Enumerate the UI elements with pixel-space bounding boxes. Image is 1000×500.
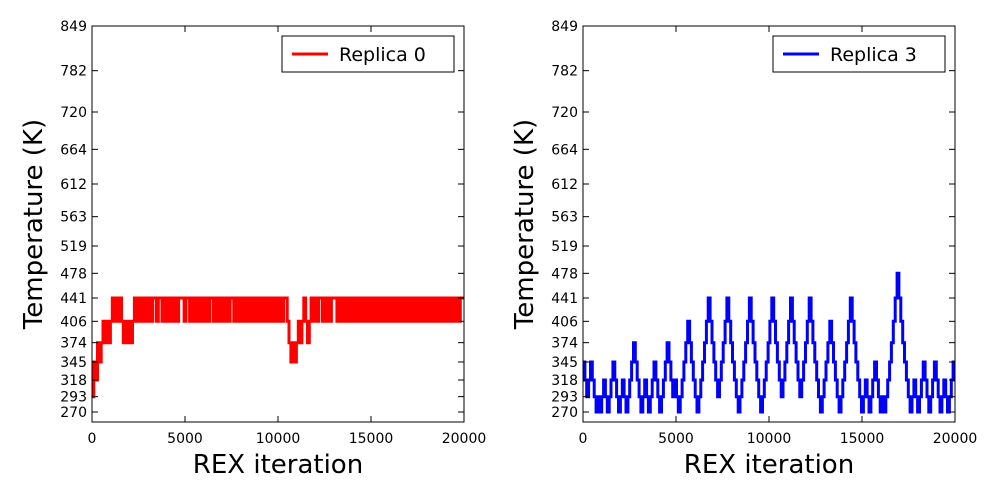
y-tick-label: 782: [60, 64, 87, 80]
legend-label: Replica 3: [830, 44, 917, 66]
y-tick-label: 374: [60, 336, 87, 352]
y-tick-label: 406: [60, 314, 87, 330]
x-tick-label: 0: [88, 431, 97, 447]
x-tick-label: 10000: [747, 431, 792, 447]
y-tick-label: 519: [60, 239, 87, 255]
y-axis-title: Temperature (K): [19, 119, 49, 330]
y-tick-label: 270: [60, 405, 87, 421]
y-tick-label: 293: [60, 390, 87, 406]
y-tick-label: 664: [60, 142, 87, 158]
series-line-0: [92, 296, 464, 399]
y-tick-label: 441: [60, 291, 87, 307]
y-tick-label: 782: [551, 64, 578, 80]
y-tick-label: 720: [551, 105, 578, 121]
y-tick-label: 441: [551, 291, 578, 307]
x-tick-label: 15000: [349, 431, 394, 447]
y-tick-label: 849: [551, 19, 578, 35]
x-tick-label: 20000: [442, 431, 487, 447]
legend-label: Replica 0: [339, 44, 426, 66]
y-tick-label: 478: [551, 266, 578, 282]
y-tick-label: 293: [551, 390, 578, 406]
y-tick-label: 318: [60, 373, 87, 389]
x-axis-title: REX iteration: [684, 450, 854, 480]
y-tick-label: 612: [60, 177, 87, 193]
x-tick-label: 20000: [933, 431, 978, 447]
x-tick-label: 5000: [167, 431, 203, 447]
plot-frame: [91, 25, 465, 423]
y-tick-label: 270: [551, 405, 578, 421]
y-tick-label: 664: [551, 142, 578, 158]
y-tick-label: 720: [60, 105, 87, 121]
y-tick-label: 345: [60, 355, 87, 371]
y-tick-label: 519: [551, 239, 578, 255]
y-tick-label: 478: [60, 266, 87, 282]
y-tick-label: 849: [60, 19, 87, 35]
x-tick-label: 5000: [658, 431, 694, 447]
y-tick-label: 345: [551, 355, 578, 371]
x-axis-title: REX iteration: [193, 450, 363, 480]
x-tick-label: 0: [579, 431, 588, 447]
x-tick-label: 15000: [840, 431, 885, 447]
y-tick-label: 318: [551, 373, 578, 389]
y-tick-label: 406: [551, 314, 578, 330]
y-tick-label: 563: [60, 210, 87, 226]
series-line-1: [583, 271, 955, 414]
y-tick-label: 612: [551, 177, 578, 193]
y-tick-label: 374: [551, 336, 578, 352]
y-tick-label: 563: [551, 210, 578, 226]
y-axis-title: Temperature (K): [510, 119, 540, 330]
x-tick-label: 10000: [256, 431, 301, 447]
